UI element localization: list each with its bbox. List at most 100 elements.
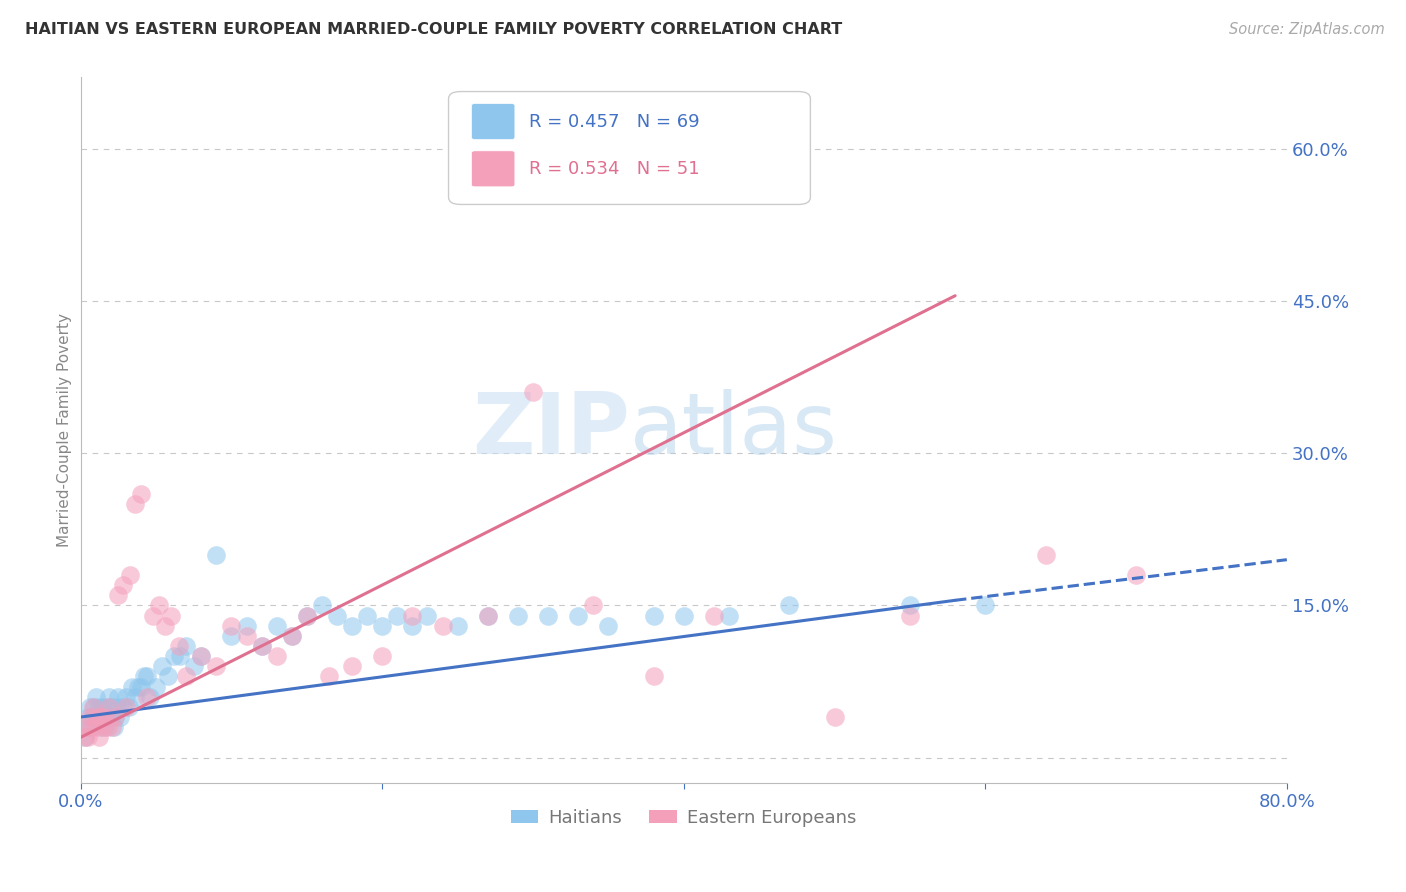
Point <box>82 699 104 714</box>
Point <box>153 618 176 632</box>
Point <box>326 608 349 623</box>
Text: Source: ZipAtlas.com: Source: ZipAtlas.com <box>1229 22 1385 37</box>
Point <box>522 385 544 400</box>
Point <box>77 710 100 724</box>
Point <box>108 710 131 724</box>
Point <box>163 649 186 664</box>
Point <box>94 720 117 734</box>
Point <box>97 720 120 734</box>
Point <box>183 659 205 673</box>
Text: atlas: atlas <box>630 389 838 472</box>
Point <box>898 608 921 623</box>
Point <box>98 690 121 704</box>
FancyBboxPatch shape <box>471 103 515 139</box>
Point <box>150 659 173 673</box>
Point <box>79 710 101 724</box>
Point <box>582 599 605 613</box>
Point <box>97 699 120 714</box>
FancyBboxPatch shape <box>449 92 810 204</box>
Point <box>101 699 124 714</box>
Point <box>250 639 273 653</box>
Point <box>136 690 159 704</box>
FancyBboxPatch shape <box>471 151 515 186</box>
Point <box>401 618 423 632</box>
Point <box>537 608 560 623</box>
Point <box>115 690 138 704</box>
Point <box>77 731 100 745</box>
Point <box>1125 568 1147 582</box>
Point <box>111 699 134 714</box>
Point <box>1035 548 1057 562</box>
Point <box>506 608 529 623</box>
Point <box>221 618 243 632</box>
Point <box>84 690 107 704</box>
Point <box>129 486 152 500</box>
Point <box>75 731 97 745</box>
Point <box>190 649 212 664</box>
Point <box>318 669 340 683</box>
Point <box>83 699 105 714</box>
Point <box>129 680 152 694</box>
Point <box>98 699 121 714</box>
Point <box>101 720 124 734</box>
Point <box>235 618 257 632</box>
Text: HAITIAN VS EASTERN EUROPEAN MARRIED-COUPLE FAMILY POVERTY CORRELATION CHART: HAITIAN VS EASTERN EUROPEAN MARRIED-COUP… <box>25 22 842 37</box>
Point <box>160 608 183 623</box>
Point <box>103 720 125 734</box>
Point <box>89 720 111 734</box>
Point <box>250 639 273 653</box>
Point <box>105 699 128 714</box>
Point <box>84 720 107 734</box>
Point <box>96 710 118 724</box>
Text: ZIP: ZIP <box>472 389 630 472</box>
Point <box>432 618 454 632</box>
Point <box>87 699 110 714</box>
Point <box>235 629 257 643</box>
Point <box>148 599 170 613</box>
Point <box>672 608 695 623</box>
Point <box>280 629 302 643</box>
Point <box>120 568 142 582</box>
Text: R = 0.457   N = 69: R = 0.457 N = 69 <box>529 112 700 130</box>
Point <box>598 618 620 632</box>
Point <box>205 659 228 673</box>
Text: R = 0.534   N = 51: R = 0.534 N = 51 <box>529 160 700 178</box>
Point <box>107 690 129 704</box>
Point <box>76 720 98 734</box>
Point <box>824 710 846 724</box>
Point <box>778 599 800 613</box>
Point <box>898 599 921 613</box>
Point <box>169 649 191 664</box>
Point <box>643 608 665 623</box>
Point <box>132 669 155 683</box>
Point <box>190 649 212 664</box>
Point <box>174 669 197 683</box>
Point <box>75 731 97 745</box>
Point <box>79 699 101 714</box>
Point <box>80 720 103 734</box>
Point <box>89 710 111 724</box>
Point <box>643 669 665 683</box>
Point <box>100 710 122 724</box>
Point <box>157 669 180 683</box>
Point <box>127 680 149 694</box>
Point <box>205 548 228 562</box>
Point <box>118 699 141 714</box>
Point <box>142 608 165 623</box>
Point <box>280 629 302 643</box>
Point <box>76 720 98 734</box>
Point <box>82 710 104 724</box>
Point <box>371 649 394 664</box>
Y-axis label: Married-Couple Family Poverty: Married-Couple Family Poverty <box>58 313 72 548</box>
Point <box>115 699 138 714</box>
Point <box>446 618 468 632</box>
Point <box>111 578 134 592</box>
Legend: Haitians, Eastern Europeans: Haitians, Eastern Europeans <box>503 802 863 834</box>
Point <box>121 680 143 694</box>
Point <box>311 599 333 613</box>
Point <box>567 608 589 623</box>
Point <box>356 608 378 623</box>
Point <box>91 720 114 734</box>
Point <box>221 629 243 643</box>
Point <box>703 608 725 623</box>
